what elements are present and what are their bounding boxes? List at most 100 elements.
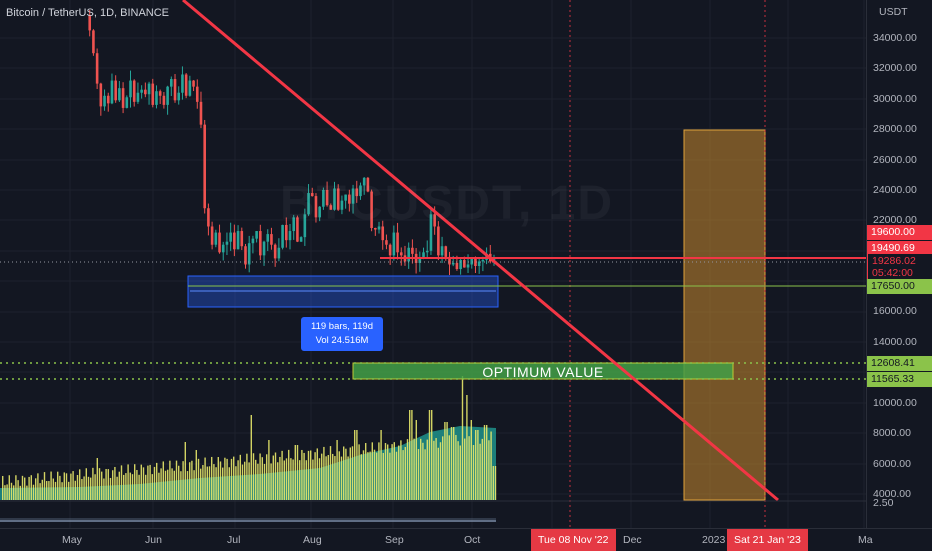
volume-bar (424, 449, 426, 500)
volume-bar (145, 474, 147, 500)
candle-body (348, 194, 351, 204)
price-axis-unit: USDT (879, 6, 908, 18)
price-tick: 4000.00 (873, 488, 911, 500)
volume-bar (263, 463, 266, 500)
volume-bar (235, 466, 237, 500)
chart-area[interactable]: BTCUSDT, 1D Bitcoin / TetherUS, 1D, BINA… (0, 0, 866, 528)
volume-bar (417, 449, 420, 500)
volume-bar (193, 470, 195, 500)
volume-bar (301, 449, 303, 500)
volume-bar (261, 457, 263, 500)
optimum-value-zone[interactable] (352, 362, 734, 380)
volume-bar (72, 471, 74, 500)
volume-bar (358, 444, 360, 500)
candle-body (147, 83, 151, 95)
volume-bar (411, 410, 413, 500)
volume-bar (79, 469, 81, 500)
time-tick: Jun (145, 534, 162, 546)
candle-body (229, 232, 232, 242)
candle-body (144, 89, 147, 95)
time-tick: 2023 (702, 534, 726, 546)
volume-bar (347, 456, 349, 500)
volume-bar (57, 471, 59, 500)
volume-bar (147, 465, 149, 500)
volume-bar (52, 478, 54, 500)
volume-bar (153, 466, 156, 500)
candle-body (199, 101, 203, 125)
volume-bar (127, 464, 129, 500)
volume-bar (30, 475, 32, 500)
volume-bar (222, 467, 224, 500)
candle-body (392, 232, 396, 256)
volume-bar (389, 452, 391, 500)
candle-body (221, 244, 225, 253)
volume-bar (345, 448, 347, 500)
volume-bar (76, 475, 79, 500)
projection-box[interactable] (683, 129, 766, 501)
candle-body (336, 188, 340, 210)
volume-bar (398, 445, 400, 500)
volume-bar (54, 481, 57, 500)
volume-bar (15, 475, 17, 500)
candle-body (210, 226, 214, 245)
time-axis[interactable]: May Jun Jul Aug Sep Oct Dec 2023 Ma Tue … (0, 528, 932, 551)
volume-bar (349, 447, 351, 500)
volume-layer (0, 376, 497, 500)
volume-bar (2, 475, 4, 500)
volume-bar (435, 438, 437, 500)
candle-body (262, 241, 266, 256)
candle-body (136, 92, 140, 102)
price-tick: 10000.00 (873, 397, 917, 409)
price-chart[interactable] (0, 0, 866, 528)
candle-body (325, 190, 329, 206)
volume-bar (299, 460, 301, 500)
candle-body (418, 258, 422, 263)
candle-body (251, 238, 255, 244)
time-tick: Jul (227, 534, 241, 546)
candle-body (370, 191, 373, 228)
candle-body (314, 196, 318, 218)
candle-body (247, 243, 251, 265)
volume-bar (305, 460, 307, 500)
volume-bar (215, 467, 217, 500)
volume-bar (63, 472, 65, 500)
volume-bar (296, 445, 299, 500)
volume-bar (259, 453, 261, 500)
volume-bar (318, 458, 321, 500)
volume-bar (230, 458, 233, 500)
candle-body (177, 92, 181, 101)
volume-bar (470, 420, 472, 500)
volume-bar (213, 464, 215, 500)
candle-body (303, 214, 307, 238)
volume-bar (294, 445, 296, 500)
symbol-title[interactable]: Bitcoin / TetherUS, 1D, BINANCE (6, 7, 170, 19)
candle-body (351, 188, 355, 204)
volume-bar (406, 439, 409, 500)
volume-bar (378, 442, 380, 500)
candle-body (162, 95, 166, 105)
volume-bar (94, 474, 96, 500)
volume-bar (123, 474, 125, 500)
candle-body (425, 250, 429, 253)
price-axis[interactable]: USDT 34000.00 32000.00 30000.00 28000.00… (866, 0, 932, 528)
volume-bar (437, 447, 439, 500)
volume-bar (246, 453, 248, 500)
volume-bar (74, 480, 76, 500)
volume-bar (314, 452, 316, 500)
volume-bar (13, 485, 15, 500)
candle-body (121, 88, 125, 108)
volume-bar (444, 422, 446, 500)
candle-body (284, 224, 288, 241)
volume-bar (160, 468, 162, 500)
volume-bar (237, 460, 239, 500)
volume-bar (336, 440, 338, 500)
volume-bar (248, 462, 250, 500)
volume-bar (105, 468, 107, 500)
volume-bar (415, 420, 417, 500)
volume-bar (483, 425, 486, 500)
descending-trendline[interactable] (182, 0, 779, 502)
price-tick: 28000.00 (873, 123, 917, 135)
volume-bar (479, 443, 481, 500)
volume-bar (373, 449, 376, 500)
volume-bar (391, 444, 393, 500)
